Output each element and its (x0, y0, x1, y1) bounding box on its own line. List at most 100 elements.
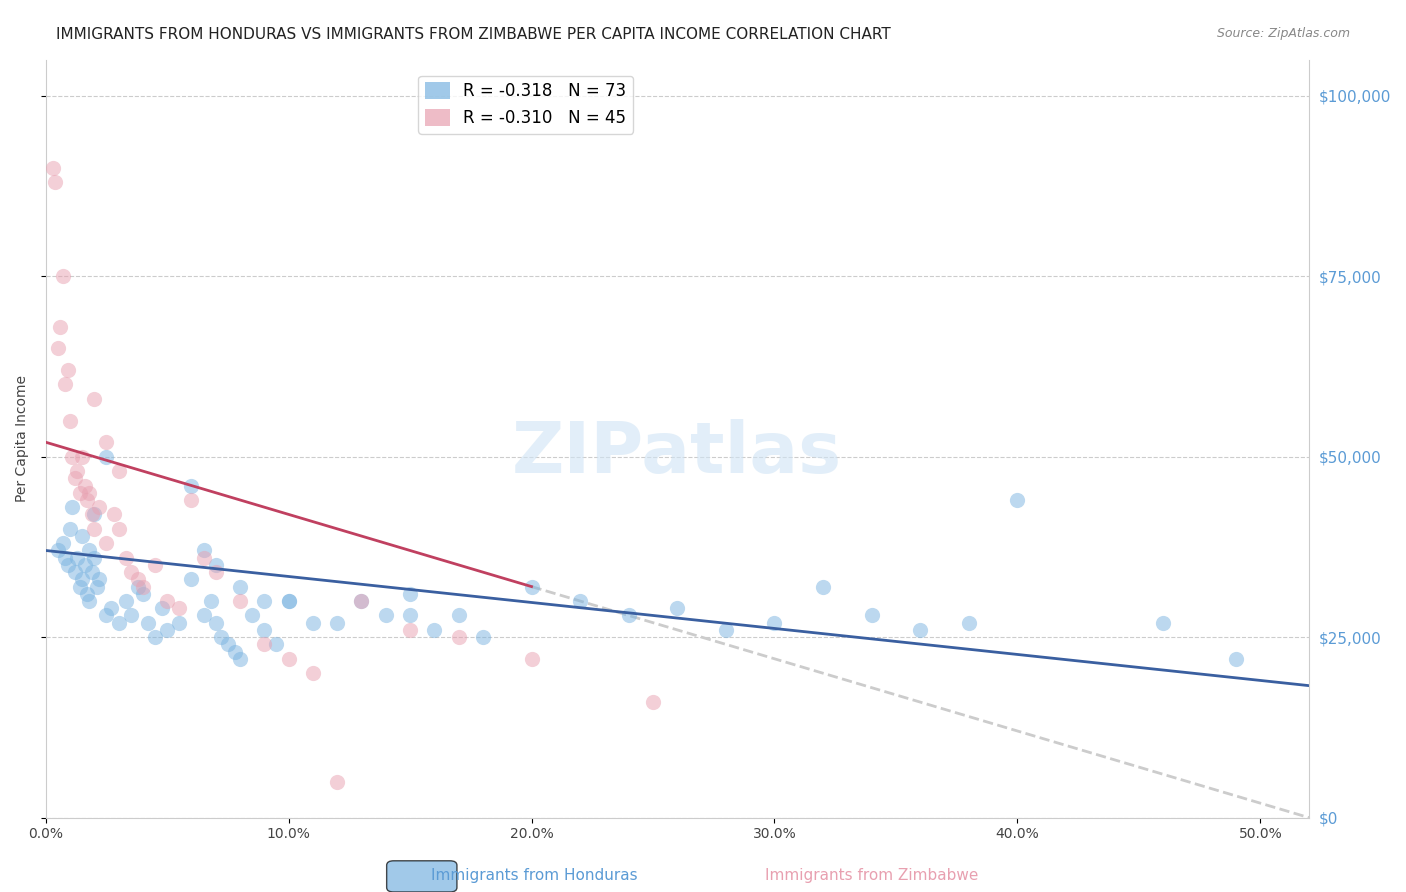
Point (156, 594, 179, 608)
Point (193, 543, 215, 558)
Point (46, 342, 69, 356)
Point (80, 508, 103, 522)
Text: IMMIGRANTS FROM HONDURAS VS IMMIGRANTS FROM ZIMBABWE PER CAPITA INCOME CORRELATI: IMMIGRANTS FROM HONDURAS VS IMMIGRANTS F… (56, 27, 891, 42)
Point (350, 594, 373, 608)
Text: Immigrants from Honduras: Immigrants from Honduras (432, 868, 637, 883)
Point (1152, 615, 1174, 630)
Point (641, 695, 664, 709)
Point (83, 550, 105, 565)
Point (132, 587, 155, 601)
Point (107, 522, 129, 536)
Point (399, 623, 422, 637)
Point (200, 594, 222, 608)
Point (811, 580, 834, 594)
Point (350, 594, 373, 608)
Point (204, 558, 226, 572)
Point (59, 413, 82, 427)
Point (120, 565, 142, 579)
Legend: R = -0.318   N = 73, R = -0.310   N = 45: R = -0.318 N = 73, R = -0.310 N = 45 (419, 76, 633, 134)
Point (156, 623, 179, 637)
Point (114, 550, 136, 565)
Point (302, 666, 325, 681)
Point (49, 319, 72, 334)
Point (224, 644, 246, 658)
Point (180, 478, 202, 492)
Point (107, 615, 129, 630)
Y-axis label: Per Capita Income: Per Capita Income (15, 376, 30, 502)
Point (266, 637, 288, 651)
Point (52, 536, 75, 550)
Point (66, 464, 89, 478)
Point (374, 608, 396, 623)
Point (60, 450, 83, 464)
Point (763, 615, 786, 630)
Point (860, 608, 883, 623)
Point (96, 435, 118, 450)
Point (83, 522, 105, 536)
Point (114, 594, 136, 608)
Point (520, 580, 543, 594)
Point (204, 615, 226, 630)
Point (326, 774, 349, 789)
Point (53, 550, 76, 565)
Point (63, 471, 86, 485)
Point (76, 492, 98, 507)
Point (107, 464, 129, 478)
Point (204, 565, 226, 579)
Point (70, 573, 93, 587)
Point (180, 492, 202, 507)
Point (326, 615, 349, 630)
Point (136, 615, 159, 630)
Point (253, 637, 276, 651)
Point (70, 529, 93, 543)
Point (277, 652, 299, 666)
Point (908, 623, 931, 637)
Point (399, 608, 422, 623)
Point (96, 608, 118, 623)
Point (150, 601, 173, 615)
Point (83, 392, 105, 406)
Point (277, 594, 299, 608)
Text: Source: ZipAtlas.com: Source: ZipAtlas.com (1216, 27, 1350, 40)
Point (53, 377, 76, 392)
Point (80, 565, 103, 579)
Point (169, 601, 191, 615)
Text: Immigrants from Zimbabwe: Immigrants from Zimbabwe (765, 868, 979, 883)
Point (447, 630, 470, 644)
Point (666, 601, 689, 615)
Point (1225, 652, 1247, 666)
Text: ZIPatlas: ZIPatlas (512, 419, 842, 488)
Point (217, 637, 239, 651)
Point (143, 558, 166, 572)
Point (169, 615, 191, 630)
Point (617, 608, 640, 623)
Point (1007, 492, 1029, 507)
Point (52, 269, 75, 284)
Point (209, 630, 232, 644)
Point (120, 608, 142, 623)
Point (73, 478, 96, 492)
Point (569, 594, 592, 608)
Point (143, 630, 166, 644)
Point (69, 580, 91, 594)
Point (87, 573, 110, 587)
Point (44, 175, 66, 189)
Point (60, 500, 83, 515)
Point (76, 587, 98, 601)
Point (96, 536, 118, 550)
Point (240, 608, 263, 623)
Point (277, 594, 299, 608)
Point (229, 652, 252, 666)
Point (253, 623, 276, 637)
Point (193, 608, 215, 623)
Point (447, 608, 470, 623)
Point (471, 630, 494, 644)
Point (714, 623, 737, 637)
Point (69, 485, 91, 500)
Point (66, 550, 89, 565)
Point (86, 580, 108, 594)
Point (63, 565, 86, 579)
Point (56, 558, 79, 572)
Point (56, 363, 79, 377)
Point (180, 573, 202, 587)
